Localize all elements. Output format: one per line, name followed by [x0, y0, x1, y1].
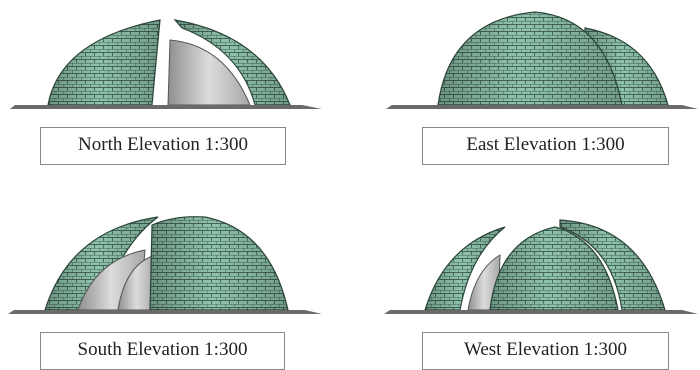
east-elevation-drawing	[386, 11, 698, 109]
north-elevation-drawing	[10, 19, 322, 109]
west-elevation-caption: West Elevation 1:300	[422, 332, 669, 370]
west-elevation-panel: West Elevation 1:300	[350, 185, 700, 370]
south-elevation-panel: South Elevation 1:300	[0, 185, 350, 370]
north-elevation-caption: North Elevation 1:300	[40, 127, 286, 165]
north-elevation-panel: North Elevation 1:300	[0, 0, 350, 185]
south-elevation-drawing	[8, 216, 322, 314]
south-elevation-caption: South Elevation 1:300	[40, 332, 285, 370]
east-elevation-panel: East Elevation 1:300	[350, 0, 700, 185]
west-elevation-drawing	[384, 219, 698, 314]
east-elevation-caption: East Elevation 1:300	[422, 127, 669, 165]
